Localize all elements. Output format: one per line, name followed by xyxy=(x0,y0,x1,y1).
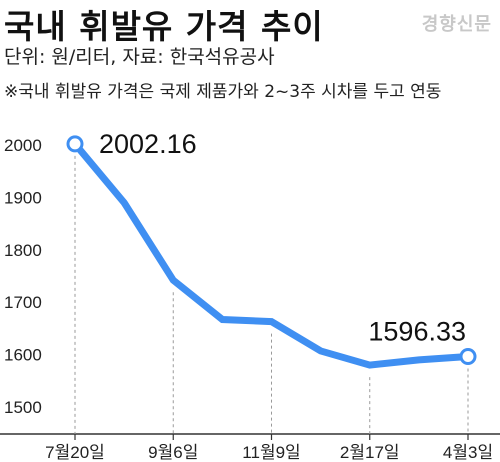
data-label: 2002.16 xyxy=(99,129,197,159)
x-tick-label: 7월20일 xyxy=(45,443,105,462)
y-tick-label: 1600 xyxy=(4,346,42,365)
x-tick-label: 4월3일 xyxy=(443,443,493,462)
y-tick-label: 1500 xyxy=(4,398,42,417)
unit-source-text: 단위: 원/리터, 자료: 한국석유공사 xyxy=(4,46,275,68)
price-series-line xyxy=(72,141,469,369)
endpoint-marker xyxy=(459,348,477,366)
footnote-text: ※국내 휘발유 가격은 국제 제품가와 2~3주 시차를 두고 연동 xyxy=(4,82,442,102)
data-label: 1596.33 xyxy=(368,317,466,347)
y-tick-label: 1900 xyxy=(4,188,42,207)
x-tick-label: 9월6일 xyxy=(148,443,198,462)
y-tick-label: 1700 xyxy=(4,293,42,312)
y-tick-label: 2000 xyxy=(4,136,42,155)
publisher-watermark: 경향신문 xyxy=(421,14,492,35)
chart-title: 국내 휘발유 가격 추이 xyxy=(4,7,324,46)
x-tick-label: 11월9일 xyxy=(242,443,300,462)
y-tick-label: 1800 xyxy=(4,241,42,260)
endpoint-marker xyxy=(66,135,84,153)
x-tick-label: 2월17일 xyxy=(340,443,400,462)
